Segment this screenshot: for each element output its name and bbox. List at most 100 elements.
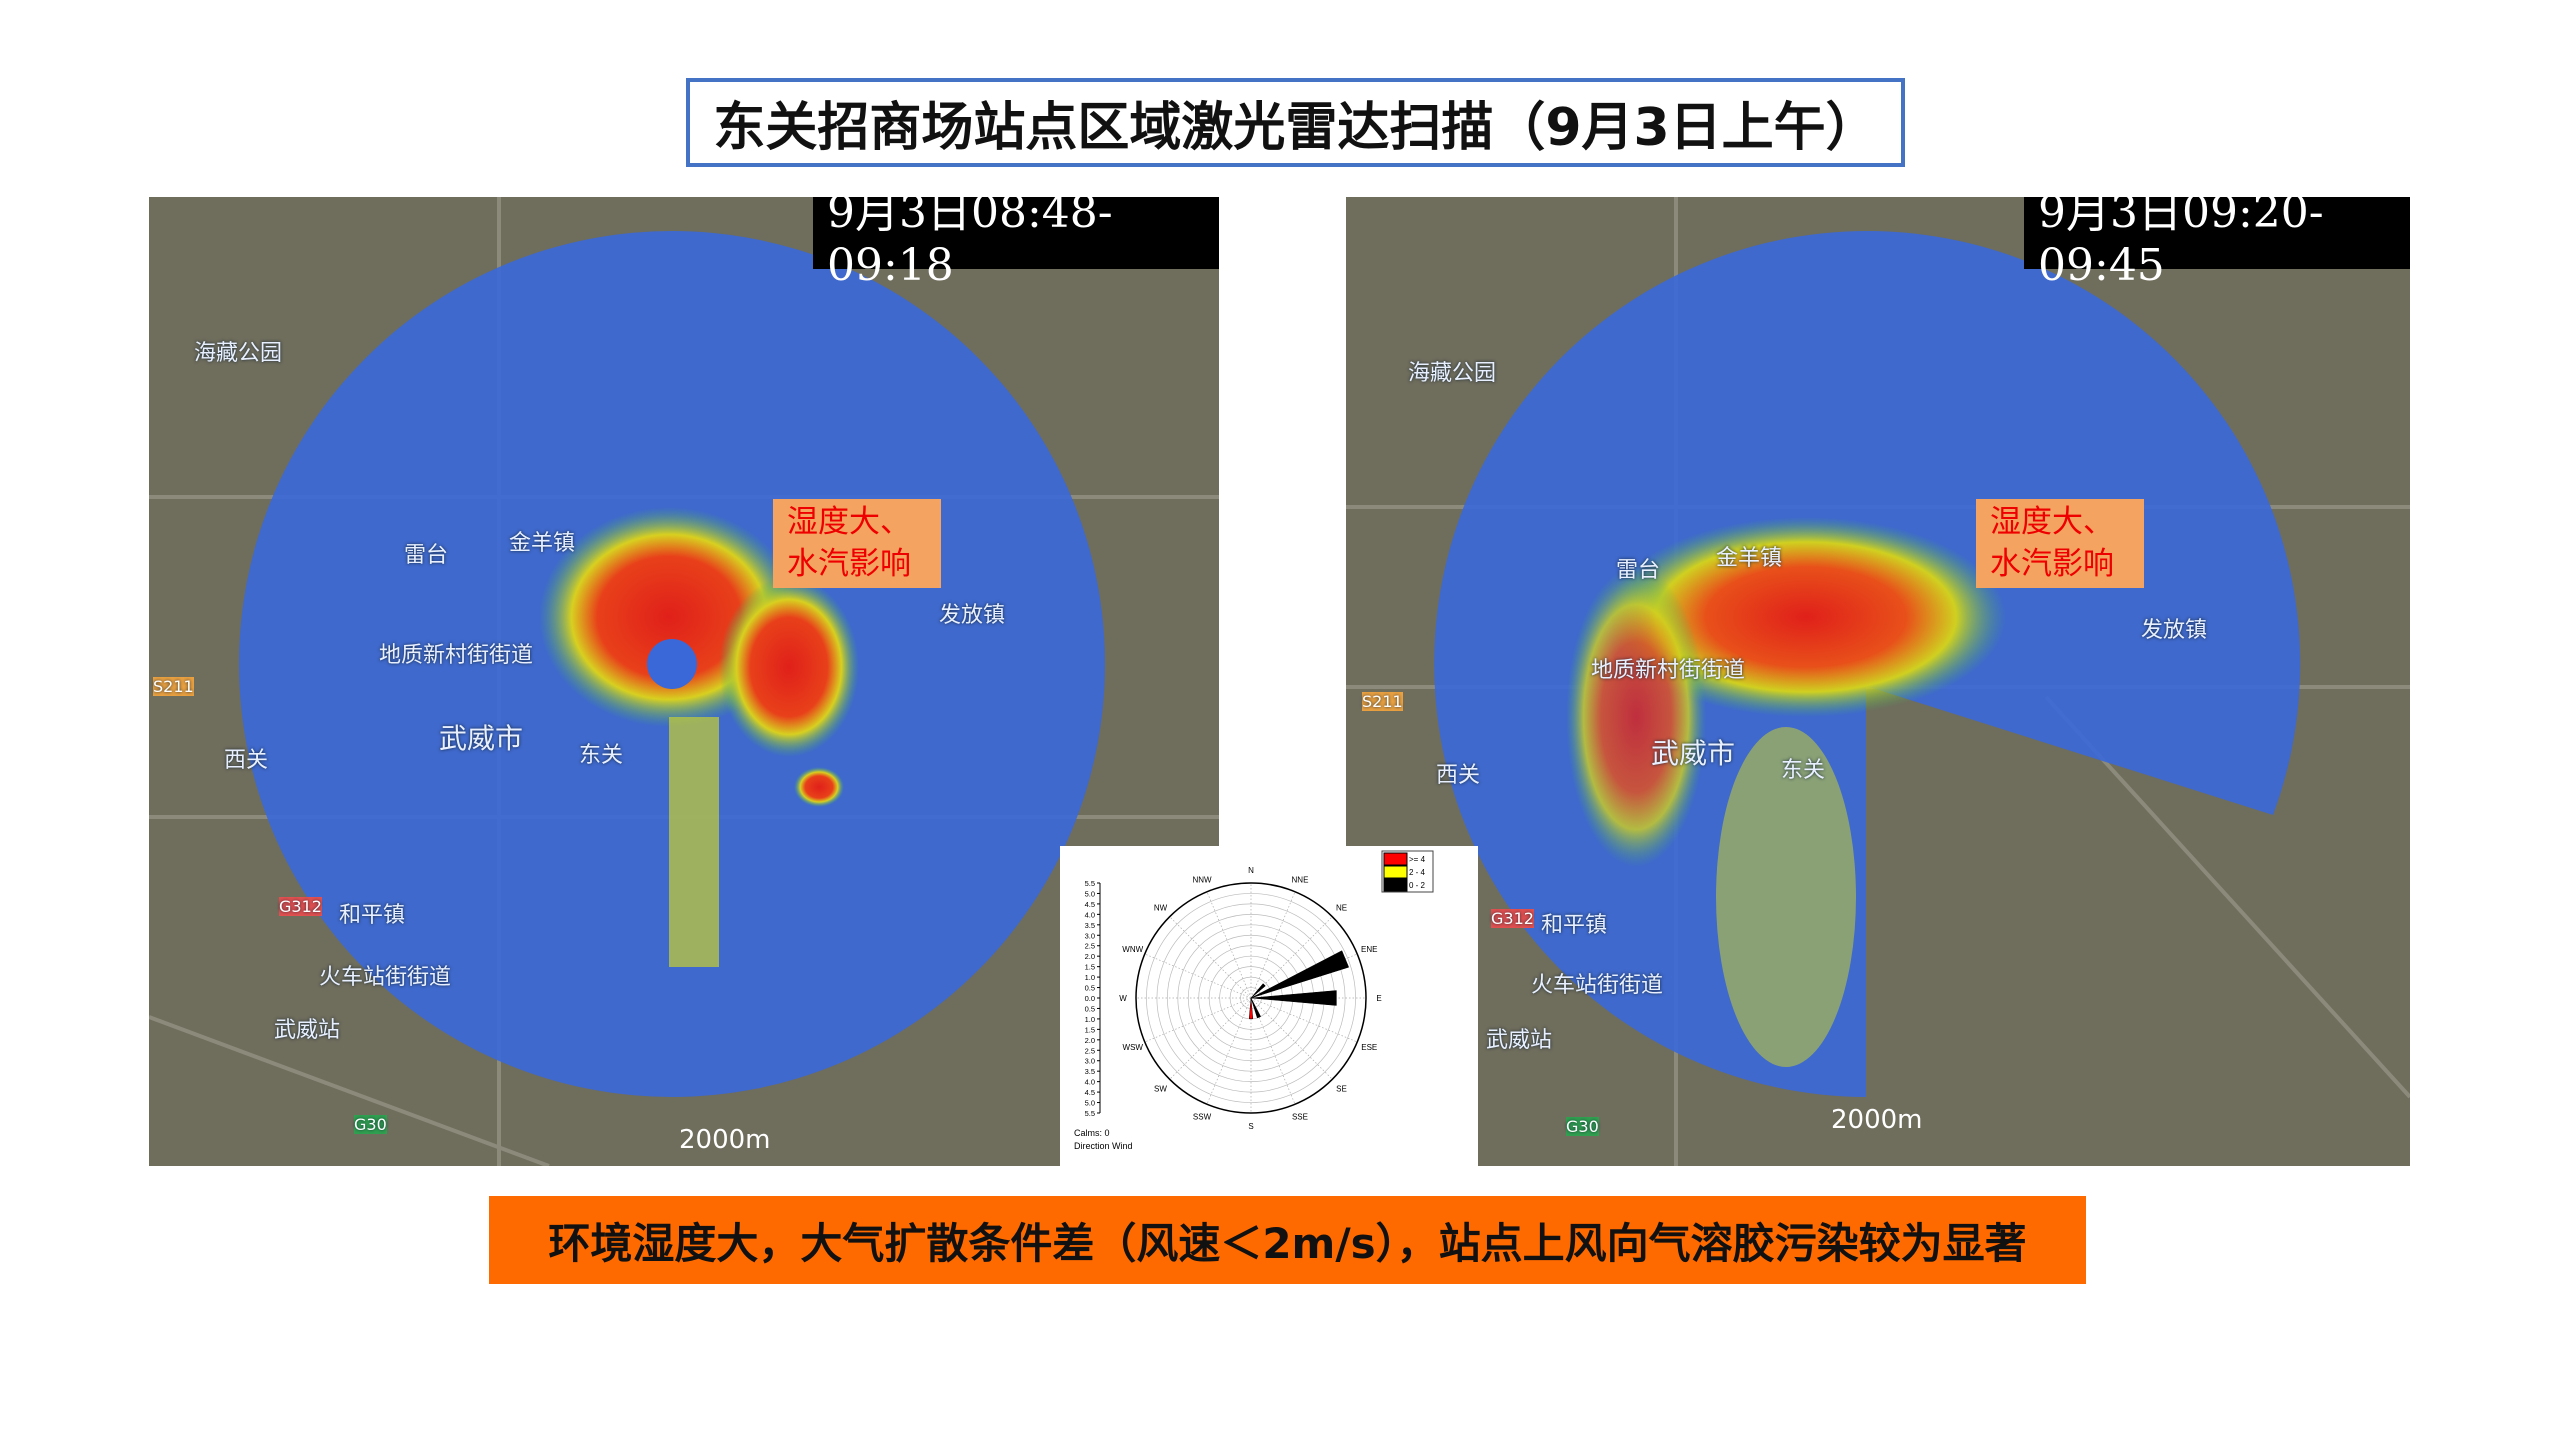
scale-bar-label: 2000m [1831, 1105, 1923, 1135]
direction-label: SSW [1193, 1112, 1212, 1121]
wind-bar-E [1250, 990, 1337, 1006]
caption-label: Direction Wind [1074, 1141, 1133, 1151]
wind-bar-S [1248, 997, 1254, 1020]
legend-label: >= 4 [1409, 855, 1426, 864]
grid-spoke [1250, 916, 1333, 999]
timestamp-label: 9月3日09:20-09:45 [2024, 197, 2410, 291]
road-label: S211 [153, 677, 194, 696]
direction-label: NE [1336, 903, 1347, 912]
lidar-scan-image [149, 197, 1219, 1166]
y-tick-label: 0.0 [1085, 994, 1095, 1003]
place-label: 雷台 [1616, 558, 1661, 583]
grid-spoke [1144, 997, 1252, 1043]
place-label: 发放镇 [939, 603, 1006, 628]
y-tick-label: 4.5 [1085, 1088, 1095, 1097]
grid-spoke [1206, 997, 1252, 1105]
lidar-map-right: 9月3日09:20-09:45 湿度大、 水汽影响 海藏公园 雷台 金羊镇 地质新… [1346, 197, 2410, 1166]
place-label: 东关 [1781, 758, 1826, 783]
direction-label: ESE [1361, 1043, 1377, 1052]
y-tick-label: 4.0 [1085, 910, 1095, 919]
place-label: 西关 [224, 748, 269, 773]
calms-label: Calms: 0 [1074, 1128, 1110, 1138]
place-label: 雷台 [404, 543, 449, 568]
direction-label: NNW [1192, 876, 1212, 885]
place-label: 武威市 [1651, 737, 1736, 770]
grid-spoke [1250, 997, 1333, 1080]
place-label: 东关 [579, 743, 624, 768]
note-line: 水汽影响 [1990, 546, 2114, 582]
y-tick-label: 3.5 [1085, 1067, 1095, 1076]
y-tick-label: 2.0 [1085, 952, 1095, 961]
legend-swatch [1383, 878, 1408, 892]
y-tick-label: 0.5 [1085, 1004, 1095, 1013]
wind-rose-panel: N NNE NE ENE E ESE SE SSE S SSW SW WSW W WNW NW NNW 5.5 5… [1060, 846, 1478, 1166]
y-tick-label: 4.0 [1085, 1078, 1095, 1087]
grid-spoke [1169, 916, 1252, 999]
y-tick-label: 5.5 [1085, 1109, 1095, 1118]
legend-box [1381, 850, 1434, 893]
grid-spoke [1206, 891, 1252, 999]
road-label: G30 [354, 1115, 387, 1134]
place-label: 发放镇 [2141, 618, 2208, 643]
y-tick-label: 2.5 [1085, 1046, 1095, 1055]
note-line: 水汽影响 [787, 546, 911, 582]
place-label: 地质新村街街道 [379, 643, 534, 668]
wind-bar-SSE [1250, 997, 1262, 1019]
wind-rose-chart: NNNENEENEEESESESSESSSWSWWSWWWNWNWNNW5.55… [1074, 850, 1434, 1151]
direction-label: NNE [1292, 876, 1309, 885]
y-tick-label: 5.0 [1085, 889, 1095, 898]
y-tick-label: 5.5 [1085, 879, 1095, 888]
y-tick-label: 1.5 [1085, 1025, 1095, 1034]
place-label: 西关 [1436, 763, 1481, 788]
place-label: 金羊镇 [1716, 546, 1783, 571]
wind-bar-ENE [1250, 950, 1350, 999]
y-tick-label: 1.0 [1085, 1015, 1095, 1024]
y-tick-label: 4.5 [1085, 900, 1095, 909]
grid-spoke [1169, 997, 1252, 1080]
direction-label: S [1248, 1122, 1253, 1131]
y-tick-label: 2.0 [1085, 1036, 1095, 1045]
legend-swatch [1383, 865, 1408, 879]
y-tick-label: 3.5 [1085, 921, 1095, 930]
place-label: 海藏公园 [194, 341, 283, 366]
place-label: 火车站街街道 [1531, 973, 1664, 998]
scale-bar-label: 2000m [679, 1125, 771, 1155]
y-tick-label: 1.5 [1085, 963, 1095, 972]
direction-label: N [1248, 866, 1254, 875]
place-label: 武威站 [274, 1018, 341, 1043]
note-line: 湿度大、 [1990, 504, 2114, 540]
place-label: 武威市 [439, 722, 524, 755]
y-tick-label: 5.0 [1085, 1099, 1095, 1108]
humidity-note: 湿度大、 水汽影响 [1976, 499, 2144, 588]
legend-label: 0 - 2 [1409, 881, 1426, 890]
place-label: 武威站 [1486, 1028, 1553, 1053]
y-tick-label: 2.5 [1085, 942, 1095, 951]
grid-spoke [1250, 997, 1296, 1105]
lidar-map-left: 9月3日08:48-09:18 湿度大、水汽影响 海藏公园 雷台 金羊镇 地质新… [149, 197, 1219, 1166]
grid-ring [1156, 903, 1346, 1093]
direction-label: E [1376, 994, 1381, 1003]
road-label: G30 [1566, 1117, 1599, 1136]
direction-label: WNW [1122, 945, 1143, 954]
conclusion-banner: 环境湿度大，大气扩散条件差（风速＜2m/s），站点上风向气溶胶污染较为显著 [489, 1196, 2086, 1284]
road-label: S211 [1362, 692, 1403, 711]
place-label: 金羊镇 [509, 531, 576, 556]
page-title: 东关招商场站点区域激光雷达扫描（9月3日上午） [686, 78, 1905, 167]
direction-label: SSE [1292, 1112, 1308, 1121]
y-tick-label: 1.0 [1085, 973, 1095, 982]
grid-spoke [1250, 997, 1358, 1043]
place-label: 海藏公园 [1408, 361, 1497, 386]
grid-spoke [1250, 891, 1296, 999]
timestamp-label: 9月3日08:48-09:18 [813, 197, 1219, 291]
legend-swatch [1383, 852, 1408, 866]
direction-label: W [1119, 994, 1127, 1003]
y-tick-label: 0.5 [1085, 984, 1095, 993]
place-label: 和平镇 [1541, 913, 1608, 938]
y-tick-label: 3.0 [1085, 1057, 1095, 1066]
humidity-note: 湿度大、 水汽影响 [773, 499, 941, 588]
direction-label: SE [1336, 1085, 1347, 1094]
note-line: 湿度大、 [787, 504, 911, 540]
road-label: G312 [1491, 909, 1534, 928]
lidar-scan-image [1346, 197, 2410, 1166]
wind-bar-NE [1250, 983, 1266, 999]
